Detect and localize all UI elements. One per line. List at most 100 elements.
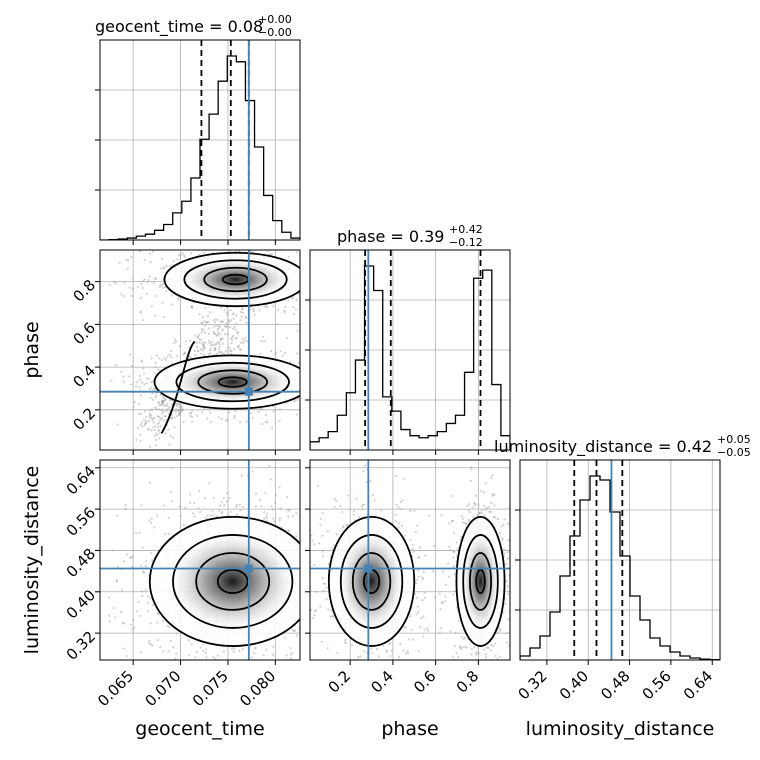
sample-point [155, 394, 158, 397]
sample-point [241, 307, 244, 310]
sample-point [233, 647, 236, 650]
sample-point [195, 341, 199, 344]
sample-point [438, 631, 441, 634]
sample-point [413, 509, 416, 512]
sample-point [473, 646, 476, 649]
sample-point [421, 576, 424, 579]
sample-point [328, 364, 330, 366]
sample-point [123, 559, 126, 563]
sample-point [301, 390, 303, 392]
sample-point [500, 525, 503, 528]
sample-point [209, 352, 212, 355]
sample-point [214, 347, 217, 350]
sample-point [163, 404, 166, 407]
x-tick-label: 0.64 [680, 667, 716, 703]
sample-point [312, 386, 314, 388]
sample-point [139, 651, 143, 654]
sample-point [125, 553, 129, 556]
sample-point [371, 652, 374, 655]
sample-point [208, 311, 212, 314]
sample-point [123, 507, 127, 510]
sample-point [467, 518, 471, 521]
sample-point [153, 526, 156, 529]
sample-point [494, 654, 497, 658]
sample-point [416, 578, 419, 582]
sample-point [220, 500, 224, 504]
y-tick-label: 0.6 [69, 319, 99, 349]
sample-point [176, 415, 179, 418]
sample-point [337, 289, 339, 291]
sample-point [154, 406, 157, 409]
sample-point [336, 279, 338, 281]
sample-point [231, 336, 234, 339]
sample-point [321, 294, 323, 296]
sample-point [133, 626, 136, 629]
histogram-phase [310, 265, 510, 450]
sample-point [164, 432, 167, 435]
svg-text:−0.00: −0.00 [258, 26, 292, 39]
sample-point [416, 605, 419, 608]
sample-point [484, 508, 487, 511]
sample-point [421, 577, 425, 581]
sample-point [241, 308, 244, 311]
sample-point [406, 650, 409, 653]
sample-point [162, 410, 165, 414]
sample-point [303, 676, 305, 678]
sample-point [251, 457, 253, 459]
y-tick-label: 0.8 [69, 276, 99, 306]
sample-point [405, 626, 408, 629]
sample-point [493, 493, 496, 496]
sample-point [407, 638, 410, 641]
sample-point [463, 521, 466, 525]
sample-point [278, 519, 281, 522]
density-map [339, 532, 405, 631]
sample-point [346, 456, 348, 458]
sample-point [156, 639, 159, 642]
sample-point [138, 378, 142, 381]
sample-point [148, 409, 151, 412]
sample-point [241, 338, 244, 341]
sample-point [307, 556, 309, 558]
sample-point [401, 499, 404, 502]
sample-point [112, 606, 115, 610]
sample-point [218, 351, 222, 354]
sample-point [511, 603, 513, 605]
sample-point [282, 663, 284, 665]
sample-point [135, 381, 138, 384]
sample-point [144, 420, 148, 423]
sample-point [160, 284, 163, 287]
sample-point [301, 513, 303, 515]
sample-point [158, 431, 161, 435]
sample-point [483, 504, 486, 507]
sample-point [272, 641, 274, 643]
sample-point [301, 362, 303, 364]
sample-point [129, 556, 133, 560]
sample-point [362, 470, 365, 473]
y-tick-label: 0.48 [63, 545, 99, 581]
sample-point [237, 346, 240, 349]
title-geocent-time: geocent_time = 0.08 +0.00 −0.00 [95, 13, 292, 39]
sample-point [504, 703, 506, 705]
sample-point [203, 497, 207, 500]
x-tick-label: 0.2 [325, 667, 355, 697]
sample-point [515, 573, 517, 575]
sample-point [139, 296, 142, 299]
sample-point [191, 306, 194, 309]
sample-point [249, 250, 252, 253]
sample-point [131, 287, 134, 291]
sample-point [360, 711, 362, 713]
sample-point [158, 421, 161, 425]
sample-point [403, 625, 406, 628]
sample-point [130, 294, 133, 298]
sample-point [212, 656, 215, 659]
sample-point [394, 513, 397, 517]
sample-point [313, 610, 316, 613]
sample-point [129, 556, 132, 559]
sample-point [263, 511, 266, 514]
sample-point [423, 591, 426, 594]
sample-point [303, 570, 305, 572]
sample-point [130, 565, 133, 568]
sample-point [166, 407, 170, 410]
sample-point [110, 379, 113, 382]
sample-point [488, 674, 490, 676]
